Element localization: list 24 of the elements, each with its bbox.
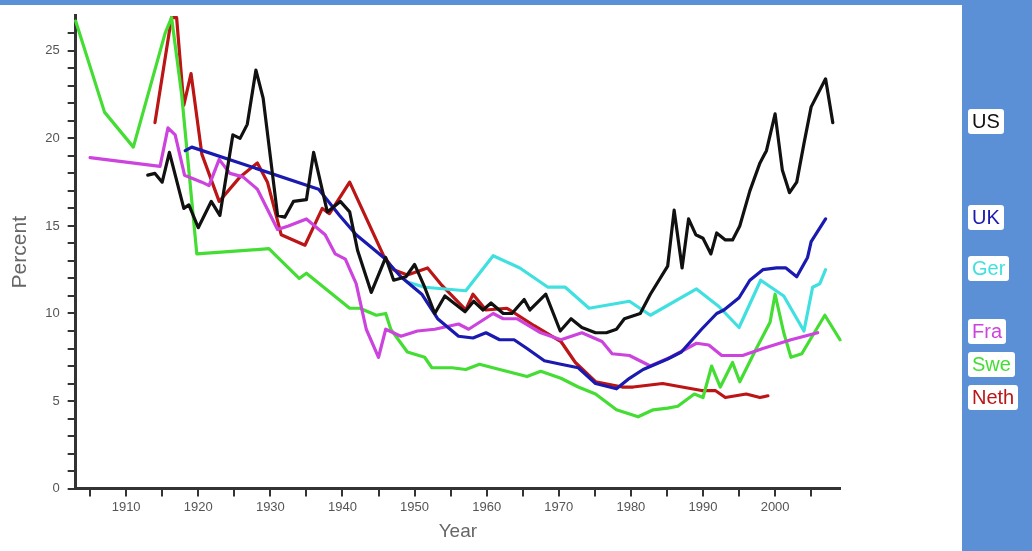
- x-tick-label: 1940: [328, 498, 357, 514]
- y-tick-label: 10: [45, 305, 60, 321]
- y-tick-label: 15: [45, 217, 60, 233]
- text: US: [968, 108, 1004, 134]
- y-tick-label: 20: [45, 129, 60, 145]
- x-tick-label: 1970: [544, 498, 574, 514]
- x-tick-label: 1980: [616, 498, 646, 514]
- x-tick-label: 1960: [472, 498, 502, 514]
- y-tick-label: 5: [52, 392, 60, 408]
- text: Fra: [968, 318, 1006, 344]
- text: UK: [968, 204, 1004, 230]
- y-axis-title: Percent: [7, 215, 31, 289]
- x-tick-label: 1930: [255, 498, 285, 514]
- x-tick-label: 1920: [183, 498, 213, 514]
- x-tick-label: 1950: [400, 498, 430, 514]
- y-tick-label: 25: [45, 42, 60, 58]
- x-axis-title: Year: [438, 519, 478, 541]
- text: Ger: [968, 255, 1010, 281]
- x-tick-label: 2000: [760, 498, 790, 514]
- text: Swe: [968, 351, 1015, 377]
- x-tick-label: 1990: [688, 498, 718, 514]
- y-tick-label: 0: [52, 480, 60, 496]
- x-tick-label: 1910: [111, 498, 141, 514]
- text: Neth: [968, 384, 1019, 410]
